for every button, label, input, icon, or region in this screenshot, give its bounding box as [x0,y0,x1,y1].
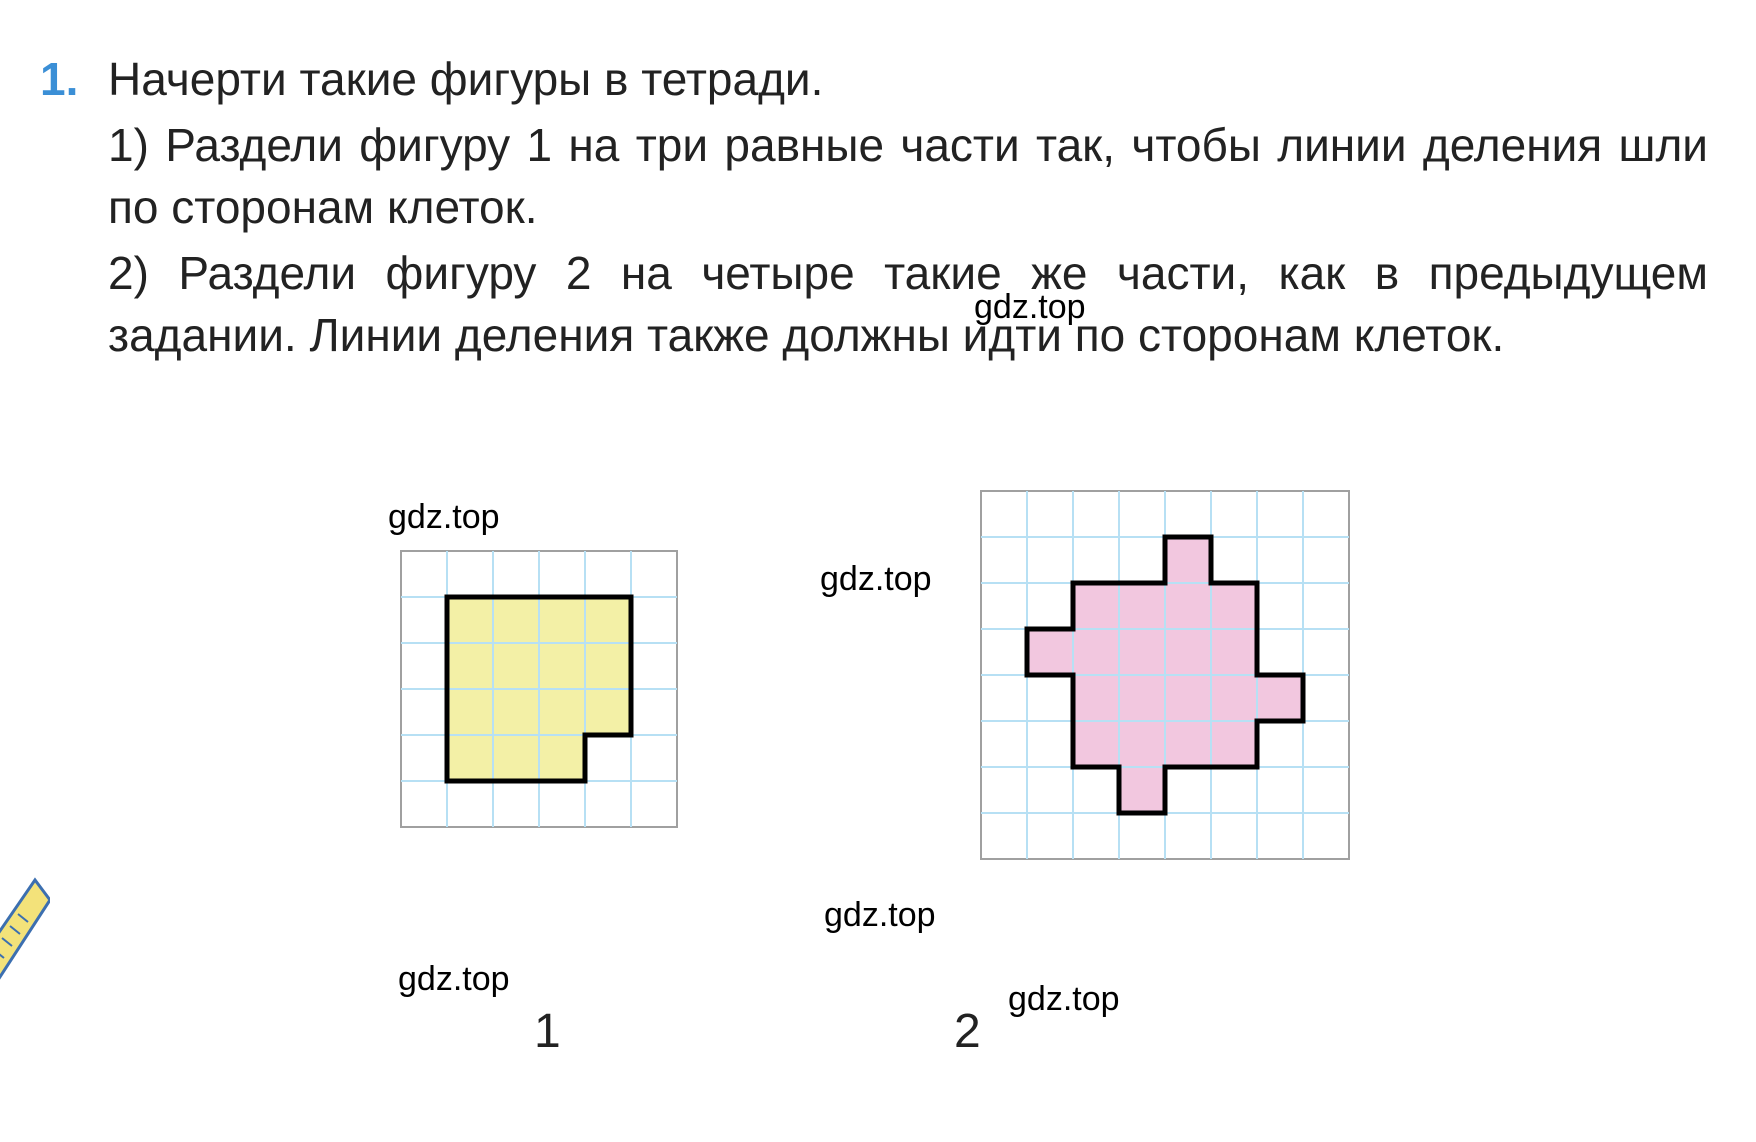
watermark: gdz.top [388,498,500,537]
figure-1-label: 1 [534,1004,561,1059]
problem-number: 1. [40,52,78,106]
problem-part1: 1) Раздели фигуру 1 на три равные части … [108,114,1708,238]
figure-2-label: 2 [954,1004,981,1059]
problem-main-line: Начерти такие фигуры в тетради. [108,48,1708,110]
watermark: gdz.top [974,288,1086,327]
watermark: gdz.top [1008,980,1120,1019]
watermark: gdz.top [398,960,510,999]
watermark: gdz.top [824,896,936,935]
figure-2 [980,490,1352,862]
problem-text: Начерти такие фигуры в тетради. 1) Разде… [108,48,1708,370]
ruler-icon [0,850,50,980]
problem-part2: 2) Раздели фигуру 2 на четыре такие же ч… [108,242,1708,366]
figure-1 [400,550,680,830]
watermark: gdz.top [820,560,932,599]
page: 1. Начерти такие фигуры в тетради. 1) Ра… [0,0,1756,1142]
